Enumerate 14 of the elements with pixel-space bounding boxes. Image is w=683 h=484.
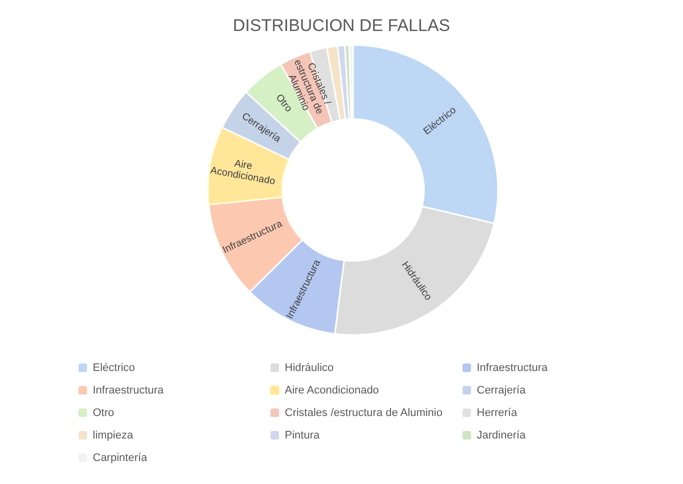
chart-title: DISTRIBUCION DE FALLAS	[232, 16, 450, 35]
legend-label: Eléctrico	[92, 362, 135, 374]
legend-label: Pintura	[284, 429, 320, 442]
legend-label: Jardinería	[476, 429, 527, 442]
legend-label: Cristales /estructura de Aluminio	[284, 406, 442, 419]
legend-label: Aire Acondicionado	[284, 384, 379, 396]
legend-label: Carpintería	[92, 452, 148, 464]
legend-label: Otro	[92, 406, 114, 419]
legend-label: Herrería	[476, 406, 518, 419]
legend-label: Infraestructura	[92, 384, 165, 396]
legend-label: Cerrajería	[476, 384, 527, 396]
legend-label: Infraestructura	[476, 362, 549, 374]
legend-label: Hidráulico	[284, 362, 334, 374]
legend-label: limpieza	[92, 429, 134, 442]
